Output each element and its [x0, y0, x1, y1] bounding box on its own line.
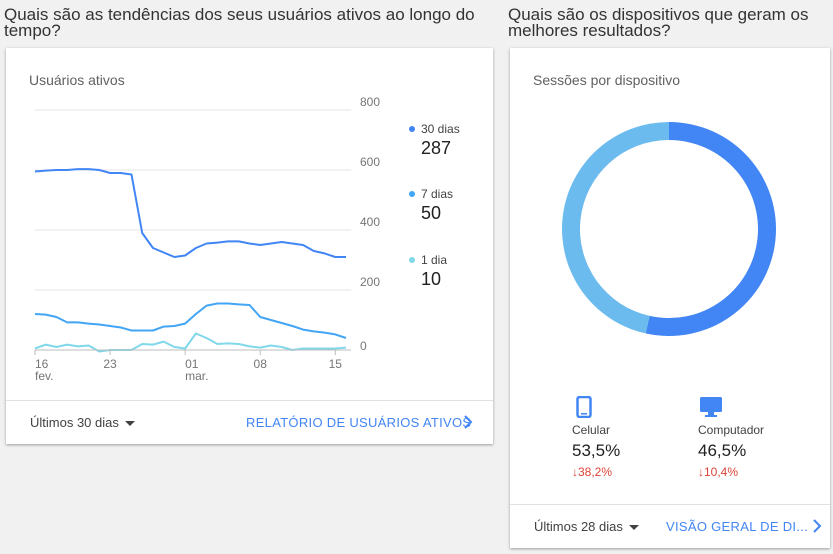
sessions-donut-chart	[562, 122, 776, 336]
right-section-heading: Quais são os dispositivos que geram os m…	[508, 5, 809, 40]
legend-value: 287	[421, 138, 452, 158]
sessions-by-device-card: Sessões por dispositivo Celular 53,5% ↓3…	[510, 48, 830, 548]
legend-dot	[409, 190, 415, 197]
legend-label: 1 dia	[421, 252, 448, 267]
arrow-down-icon: ↓	[572, 465, 578, 479]
arrow-down-icon: ↓	[698, 465, 704, 479]
chevron-right-icon[interactable]	[811, 519, 823, 533]
donut-slice-computador[interactable]	[562, 122, 669, 334]
device-overview-link[interactable]: VISÃO GERAL DE DI...	[666, 519, 809, 534]
series-line-30-dias	[34, 168, 346, 258]
legend-label: 30 dias	[421, 121, 460, 136]
device-celular: Celular 53,5% ↓38,2%	[572, 395, 621, 479]
y-tick-label: 400	[360, 215, 380, 229]
device-change-value: 38,2%	[578, 465, 613, 479]
active-users-card: Usuários ativos 800 600 400 200 0 16 fev. 23 01 m…	[6, 48, 493, 444]
device-change-value: 10,4%	[704, 465, 739, 479]
caret-down-icon	[124, 421, 135, 426]
legend-item-30-dias[interactable]: 30 dias 287	[409, 120, 460, 158]
left-section-heading: Quais são as tendências dos seus usuário…	[4, 5, 475, 40]
x-tick-label: 15	[329, 357, 343, 371]
legend-item-1-dia[interactable]: 1 dia 10	[409, 251, 448, 289]
device-label: Computador	[698, 423, 765, 437]
smartphone-icon	[576, 395, 592, 419]
date-range-dropdown[interactable]: Últimos 28 dias	[534, 519, 639, 534]
card-title: Usuários ativos	[29, 72, 125, 88]
x-tick-sublabel: fev.	[35, 369, 53, 383]
x-tick-sublabel: mar.	[185, 369, 208, 383]
device-percent: 53,5%	[572, 441, 621, 460]
date-range-label: Últimos 28 dias	[534, 519, 623, 534]
device-change: ↓38,2%	[572, 465, 620, 479]
legend-value: 50	[421, 203, 442, 223]
legend-item-7-dias[interactable]: 7 dias 50	[409, 185, 454, 223]
x-tick-label: 16	[35, 357, 49, 371]
date-range-dropdown[interactable]: Últimos 30 dias	[30, 415, 135, 430]
legend-value: 10	[421, 269, 442, 289]
active-users-report-link[interactable]: RELATÓRIO DE USUÁRIOS ATIVOS	[246, 415, 472, 430]
device-percent: 46,5%	[698, 441, 747, 460]
device-computador: Computador 46,5% ↓10,4%	[698, 396, 764, 479]
date-range-label: Últimos 30 dias	[30, 415, 119, 430]
card-title: Sessões por dispositivo	[533, 72, 681, 88]
series-line-7-dias	[34, 302, 347, 339]
y-tick-label: 800	[360, 95, 380, 109]
card-footer: Últimos 28 dias VISÃO GERAL DE DI...	[510, 504, 830, 548]
y-tick-label: 0	[360, 339, 367, 353]
device-change: ↓10,4%	[698, 465, 764, 479]
series-line-1-dia	[34, 332, 347, 353]
caret-down-icon	[628, 525, 639, 530]
y-tick-label: 200	[360, 275, 380, 289]
chevron-right-icon[interactable]	[462, 415, 474, 429]
legend-label: 7 dias	[421, 186, 454, 201]
x-tick-label: 01	[185, 357, 199, 371]
legend-dot	[409, 256, 415, 263]
donut-slice-celular[interactable]	[645, 122, 776, 336]
x-tick-label: 08	[254, 357, 268, 371]
device-label: Celular	[572, 423, 611, 437]
y-tick-label: 600	[360, 155, 380, 169]
legend-dot	[409, 125, 415, 132]
x-tick-label: 23	[103, 357, 117, 371]
card-footer: Últimos 30 dias RELATÓRIO DE USUÁRIOS AT…	[6, 400, 493, 444]
desktop-icon	[700, 397, 722, 417]
